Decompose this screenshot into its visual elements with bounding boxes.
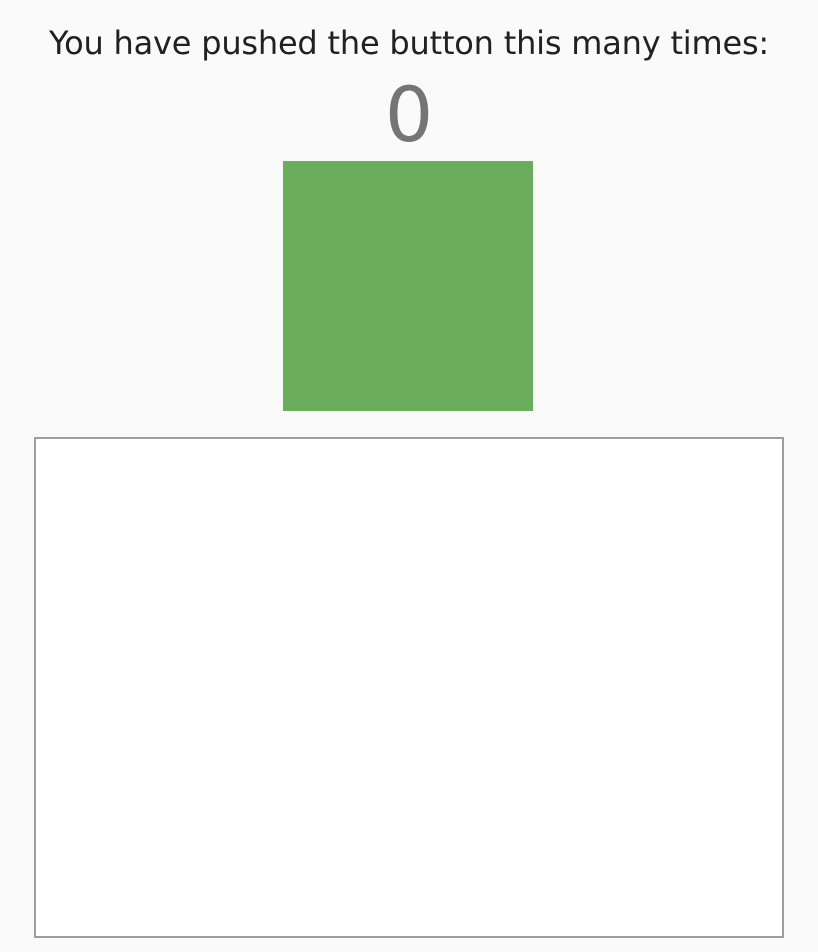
bordered-panel bbox=[34, 437, 784, 938]
counter-value: 0 bbox=[384, 70, 434, 159]
green-box[interactable] bbox=[283, 161, 533, 411]
counter-prompt-text: You have pushed the button this many tim… bbox=[48, 24, 770, 62]
